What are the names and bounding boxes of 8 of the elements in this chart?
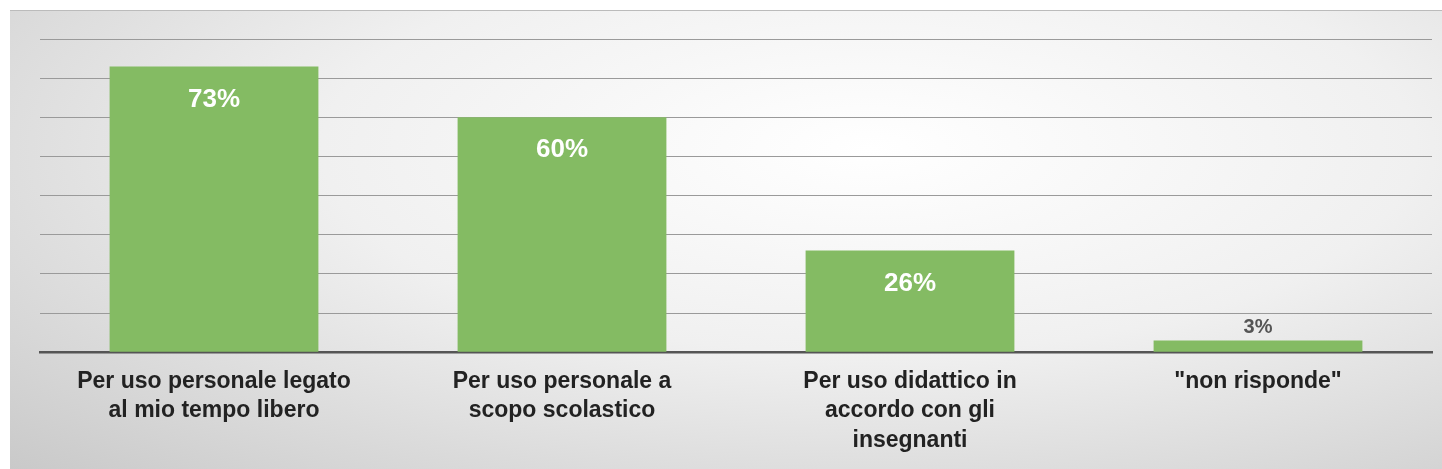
- x-tick-label: Per uso didattico in accordo con gli insegnanti: [803, 366, 1017, 453]
- data-label: 60%: [535, 133, 589, 164]
- x-tick-label: Per uso personale a scopo scolastico: [452, 366, 672, 423]
- x-tick-label: "non risponde": [1174, 366, 1342, 393]
- data-label: 26%: [883, 266, 937, 297]
- data-label: 73%: [187, 82, 241, 113]
- data-label: 3%: [1243, 315, 1273, 338]
- x-tick-label: Per uso personale legato al mio tempo libero: [77, 366, 351, 423]
